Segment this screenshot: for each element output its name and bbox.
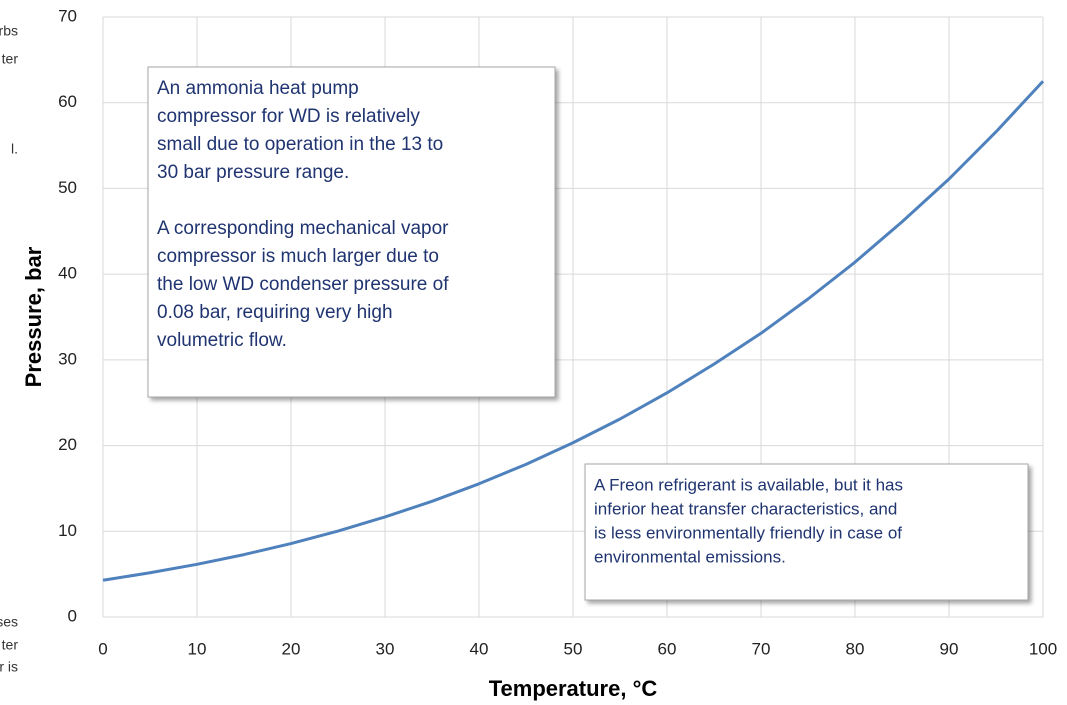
y-tick-label: 0	[68, 606, 77, 625]
x-tick-label: 100	[1029, 639, 1057, 658]
y-tick-label: 10	[58, 521, 77, 540]
x-tick-label: 80	[846, 639, 865, 658]
x-tick-label: 20	[282, 639, 301, 658]
y-axis-title: Pressure, bar	[21, 246, 46, 387]
annotation-text: inferior heat transfer characteristics, …	[594, 499, 897, 518]
margin-text: ter	[2, 51, 19, 67]
margin-text: ter	[2, 637, 19, 653]
annotation-box	[147, 66, 556, 398]
y-tick-label: 40	[58, 264, 77, 283]
x-tick-label: 70	[752, 639, 771, 658]
margin-text: ses	[0, 614, 18, 630]
annotation-text: the low WD condenser pressure of	[157, 274, 449, 295]
margin-text: rbs	[0, 23, 18, 39]
annotation-text: 30 bar pressure range.	[157, 162, 349, 183]
annotation-text: is less environmentally friendly in case…	[594, 523, 902, 542]
annotation-text: compressor is much larger due to	[157, 246, 439, 267]
annotation-text: A corresponding mechanical vapor	[157, 218, 449, 239]
annotation-text: compressor for WD is relatively	[157, 106, 420, 127]
margin-text: l.	[11, 141, 18, 157]
annotation-text: small due to operation in the 13 to	[157, 134, 443, 155]
x-tick-label: 50	[564, 639, 583, 658]
x-tick-label: 30	[376, 639, 395, 658]
x-tick-label: 0	[98, 639, 107, 658]
data-line	[102, 80, 1045, 582]
annotation-text: environmental emissions.	[594, 547, 786, 566]
annotation-text: A Freon refrigerant is available, but it…	[594, 475, 903, 494]
margin-text: er is	[0, 659, 18, 675]
y-tick-label: 50	[58, 178, 77, 197]
annotation-text: An ammonia heat pump	[157, 78, 359, 99]
x-tick-label: 10	[188, 639, 207, 658]
annotation-box	[584, 463, 1029, 601]
x-tick-label: 60	[658, 639, 677, 658]
y-tick-label: 30	[58, 349, 77, 368]
annotation-text: volumetric flow.	[157, 330, 287, 351]
annotation-text: 0.08 bar, requiring very high	[157, 302, 393, 323]
x-tick-label: 40	[470, 639, 489, 658]
x-tick-label: 90	[940, 639, 959, 658]
y-tick-label: 70	[58, 6, 77, 25]
x-axis-title: Temperature, °C	[489, 676, 658, 701]
y-tick-label: 60	[58, 92, 77, 111]
y-tick-label: 20	[58, 435, 77, 454]
